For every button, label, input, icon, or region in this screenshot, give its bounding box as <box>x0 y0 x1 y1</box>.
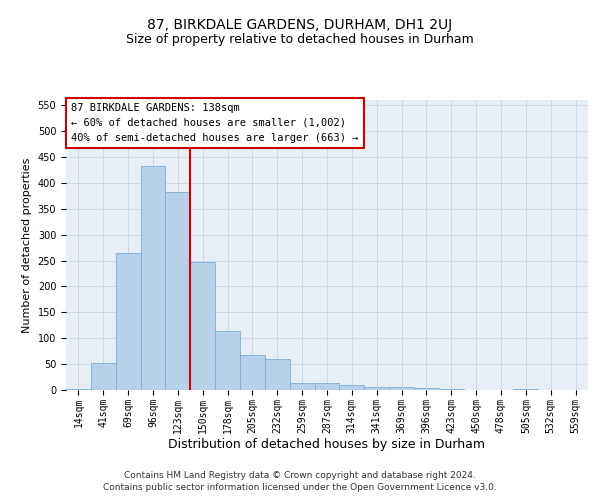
Bar <box>314 384 340 390</box>
Text: Size of property relative to detached houses in Durham: Size of property relative to detached ho… <box>126 32 474 46</box>
Bar <box>116 253 140 390</box>
X-axis label: Distribution of detached houses by size in Durham: Distribution of detached houses by size … <box>169 438 485 452</box>
Bar <box>414 388 439 390</box>
Bar <box>91 363 116 390</box>
Text: 87, BIRKDALE GARDENS, DURHAM, DH1 2UJ: 87, BIRKDALE GARDENS, DURHAM, DH1 2UJ <box>148 18 452 32</box>
Bar <box>364 387 389 390</box>
Bar <box>290 383 314 390</box>
Bar <box>215 332 240 390</box>
Bar <box>389 388 414 390</box>
Y-axis label: Number of detached properties: Number of detached properties <box>22 158 32 332</box>
Bar <box>514 389 538 390</box>
Bar <box>190 262 215 390</box>
Bar <box>140 166 166 390</box>
Text: Contains public sector information licensed under the Open Government Licence v3: Contains public sector information licen… <box>103 484 497 492</box>
Bar <box>240 355 265 390</box>
Bar <box>265 359 290 390</box>
Text: Contains HM Land Registry data © Crown copyright and database right 2024.: Contains HM Land Registry data © Crown c… <box>124 471 476 480</box>
Bar <box>340 386 364 390</box>
Text: 87 BIRKDALE GARDENS: 138sqm
← 60% of detached houses are smaller (1,002)
40% of : 87 BIRKDALE GARDENS: 138sqm ← 60% of det… <box>71 103 359 142</box>
Bar <box>66 389 91 390</box>
Bar <box>166 192 190 390</box>
